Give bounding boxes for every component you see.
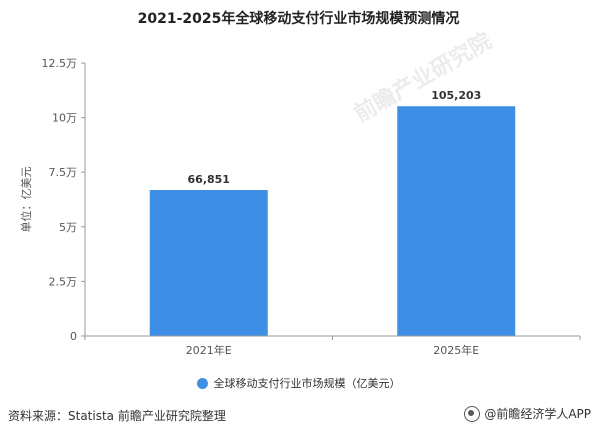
source-note: 资料来源：Statista 前瞻产业研究院整理 bbox=[8, 409, 226, 423]
chart-title: 2021-2025年全球移动支付行业市场规模预测情况 bbox=[137, 11, 460, 27]
x-tick-label: 2021年E bbox=[186, 343, 232, 357]
y-tick-label: 12.5万 bbox=[42, 57, 78, 70]
brand-logo-icon bbox=[464, 405, 481, 422]
bar[interactable] bbox=[397, 106, 516, 336]
y-tick-label: 7.5万 bbox=[49, 166, 78, 179]
legend-label: 全球移动支付行业市场规模（亿美元） bbox=[213, 377, 401, 390]
brand-label: @前瞻经济学人APP bbox=[484, 407, 591, 421]
data-label: 66,851 bbox=[188, 173, 230, 186]
y-axis-label: 单位：亿美元 bbox=[19, 167, 33, 233]
data-label: 105,203 bbox=[431, 89, 481, 102]
bars: 66,851 105,203 bbox=[149, 89, 516, 336]
y-tick-label: 0 bbox=[70, 330, 77, 343]
legend[interactable]: 全球移动支付行业市场规模（亿美元） bbox=[0, 375, 597, 391]
y-tick-label: 5万 bbox=[59, 221, 77, 234]
x-axis: 2021年E 2025年E bbox=[84, 335, 581, 357]
legend-marker bbox=[196, 377, 208, 389]
x-tick-label: 2025年E bbox=[433, 343, 479, 357]
y-tick-label: 2.5万 bbox=[49, 275, 78, 288]
bar[interactable] bbox=[149, 189, 268, 336]
y-axis: 0 2.5万 5万 7.5万 10万 12.5万 bbox=[42, 57, 86, 343]
brand[interactable]: @前瞻经济学人APP bbox=[464, 405, 591, 422]
y-tick-label: 10万 bbox=[52, 112, 77, 125]
